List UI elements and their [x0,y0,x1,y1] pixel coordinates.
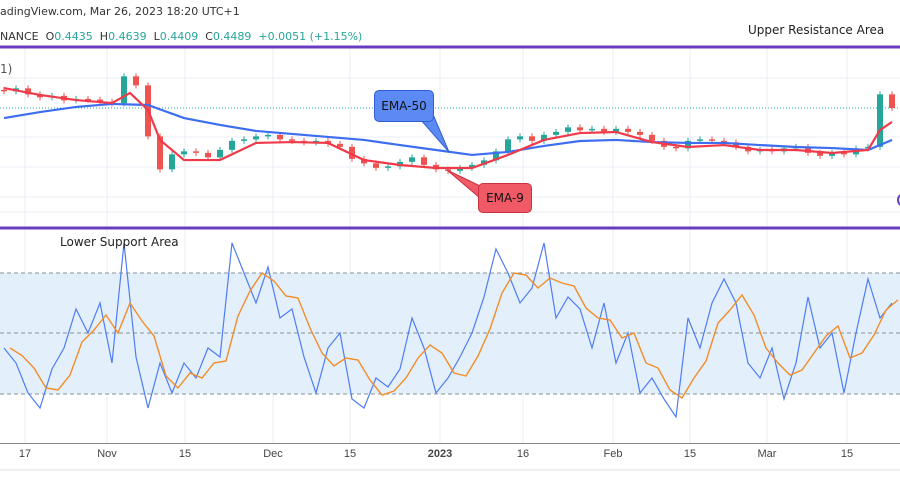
chart-title: adingView.com, Mar 26, 2023 18:20 UTC+1 [0,5,240,18]
candle-down [421,157,427,165]
rsi-ma-line [9,272,899,399]
close-value: 0.4489 [212,30,252,43]
ema50-line [3,102,893,157]
candle-up [565,127,571,132]
time-axis-tick: Nov [97,448,117,460]
candle-down [805,146,811,153]
candle-down [193,151,199,153]
time-axis-tick: 15 [683,448,697,460]
high-label: H [99,30,109,43]
time-axis-tick: 17 [18,448,32,460]
candle-down [841,152,847,155]
candle-up [589,128,595,131]
candle-up [385,166,391,168]
time-axis-tick: 15 [178,448,192,460]
low-value: 0.4409 [159,30,199,43]
candle-down [721,140,727,143]
time-axis-tick: 16 [516,448,530,460]
candle-down [649,134,655,141]
candle-up [505,139,511,152]
symbol: NANCE [0,30,39,43]
candle-up [265,134,271,137]
candle-up [613,128,619,132]
open-label: O [45,30,55,43]
candle-down [25,88,31,95]
rsi-line [3,242,893,419]
candle-up [493,151,499,161]
time-axis-tick: 2023 [427,448,453,460]
lower-support-label: Lower Support Area [60,235,179,249]
candle-down [373,163,379,168]
candle-up [169,154,175,170]
candle-down [289,139,295,141]
upper-resistance-label: Upper Resistance Area [748,23,885,37]
candle-down [673,146,679,149]
candle-up [457,167,463,171]
candle-up [469,164,475,168]
candle-down [637,131,643,135]
ema9-callout-text: EMA-9 [486,191,524,205]
ema9-callout-pointer [446,169,481,200]
candle-up [253,136,259,140]
candle-up [541,134,547,141]
candle-down [349,146,355,159]
candle-up [409,157,415,162]
high-value: 0.4639 [108,30,147,43]
candle-down [529,136,535,141]
candle-down [157,136,163,170]
candle-up [697,139,703,141]
alert-marker-icon [897,194,900,206]
candle-down [97,99,103,102]
candle-down [709,139,715,141]
candle-down [205,152,211,158]
candle-up [829,152,835,156]
time-axis-tick: 15 [343,448,357,460]
ohlc-readout: NANCE O0.4435 H0.4639 L0.4409 C0.4489 +0… [0,30,362,43]
time-axis-tick: Mar [757,448,777,460]
open-value: 0.4435 [54,30,93,43]
candle-up [181,151,187,155]
ema9-line [3,86,893,170]
candle-down [601,128,607,132]
indicator-label-fragment: 1) [0,62,13,76]
candle-up [865,146,871,149]
candle-down [85,98,91,101]
candle-up [685,140,691,149]
candle-up [517,136,523,140]
ema50-callout-text: EMA-50 [381,99,427,113]
candle-down [277,134,283,140]
candle-down [577,127,583,131]
time-axis-tick: 15 [840,448,854,460]
candle-down [625,128,631,132]
candle-down [337,143,343,147]
low-label: L [153,30,160,43]
close-label: C [205,30,213,43]
candle-down [133,76,139,86]
candle-up [229,140,235,150]
candle-up [241,139,247,141]
ema9-callout: EMA-9 [478,183,532,213]
time-axis[interactable] [0,443,900,471]
ema50-callout: EMA-50 [374,90,434,122]
time-axis-tick: Feb [603,448,623,460]
candle-down [817,152,823,156]
time-axis-tick: Dec [263,448,283,460]
candle-up [217,149,223,158]
candle-down [1,89,7,92]
candle-down [889,94,895,108]
candle-up [877,94,883,147]
candle-up [121,76,127,104]
change-value: +0.0051 (+1.15%) [258,30,363,43]
candle-up [553,131,559,135]
